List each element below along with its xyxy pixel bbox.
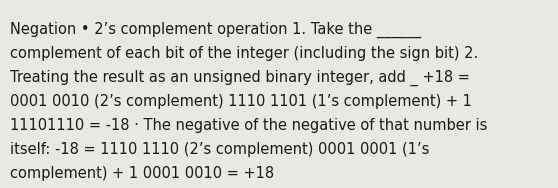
Text: complement of each bit of the integer (including the sign bit) 2.: complement of each bit of the integer (i…: [10, 46, 478, 61]
Text: complement) + 1 0001 0010 = +18: complement) + 1 0001 0010 = +18: [10, 166, 274, 181]
Text: 0001 0010 (2’s complement) 1110 1101 (1’s complement) + 1: 0001 0010 (2’s complement) 1110 1101 (1’…: [10, 94, 472, 109]
Text: Treating the result as an unsigned binary integer, add _ +18 =: Treating the result as an unsigned binar…: [10, 70, 470, 86]
Text: itself: -18 = 1110 1110 (2’s complement) 0001 0001 (1’s: itself: -18 = 1110 1110 (2’s complement)…: [10, 142, 429, 157]
Text: Negation • 2’s complement operation 1. Take the ______: Negation • 2’s complement operation 1. T…: [10, 22, 421, 38]
Text: 11101110 = -18 · The negative of the negative of that number is: 11101110 = -18 · The negative of the neg…: [10, 118, 487, 133]
